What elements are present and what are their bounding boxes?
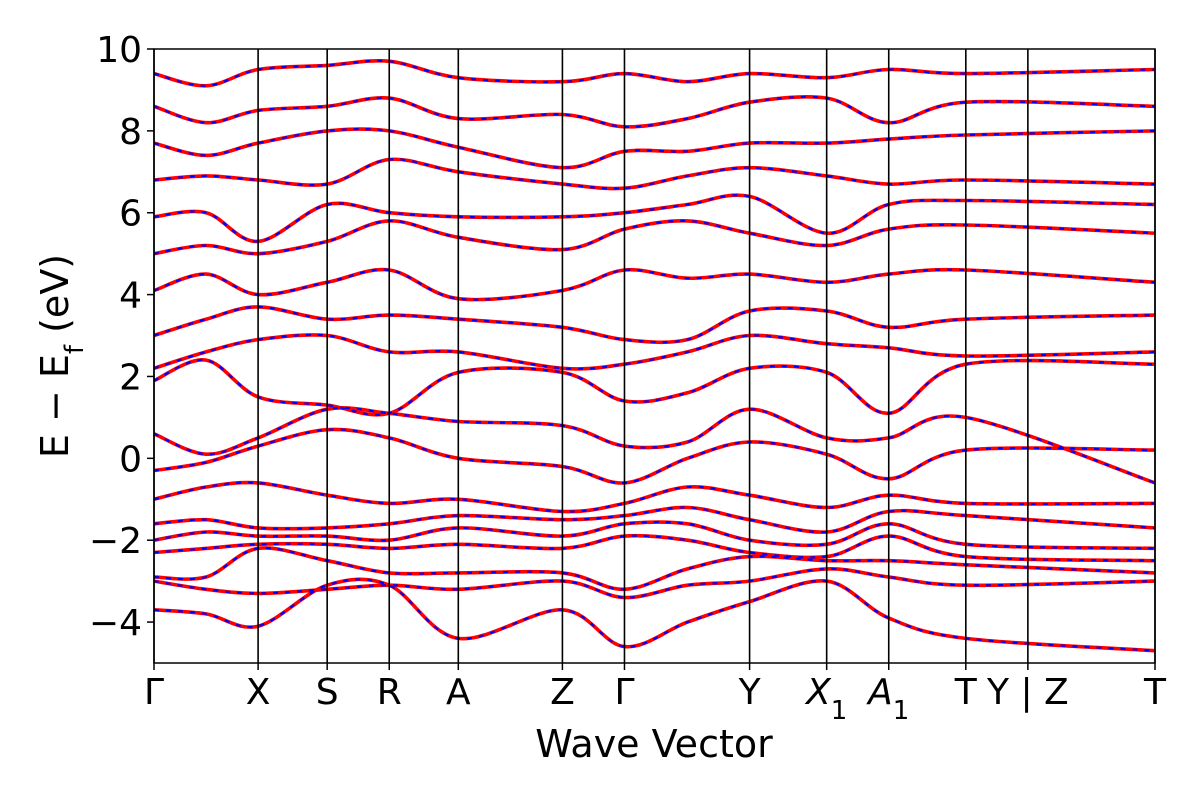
band-line-solid	[154, 193, 1155, 244]
y-tick-label: 6	[119, 194, 142, 235]
band-line-solid	[154, 127, 1155, 170]
x-tick-label-sub: 1	[893, 696, 910, 726]
band-line-solid	[154, 577, 1155, 653]
y-tick-label: −2	[89, 521, 142, 562]
plot-frame	[153, 48, 1156, 664]
band-line-dashed	[154, 268, 1155, 301]
band-line-solid	[154, 505, 1155, 534]
x-tick-label: Γ	[614, 672, 634, 713]
band-line-dashed	[154, 95, 1155, 128]
band-line-dashed	[154, 406, 1155, 484]
band-line-solid	[154, 480, 1155, 514]
x-tick-label: Y	[738, 672, 762, 713]
x-tick-label-sub: 1	[831, 696, 848, 726]
x-tick-label: Z	[550, 672, 575, 713]
x-tick-label-main: Y | Z	[986, 672, 1069, 713]
x-tick-label-main: T	[1143, 672, 1167, 713]
y-tick-label: −4	[89, 603, 142, 644]
band-line-solid	[154, 267, 1155, 302]
x-tick-label-main: Z	[550, 672, 575, 713]
y-tick-label: 10	[96, 30, 142, 71]
y-tick-label: 8	[119, 112, 142, 153]
x-tick-label: A1	[866, 672, 909, 726]
y-axis-label-main: E − E	[33, 354, 77, 458]
band-line-dashed	[154, 546, 1155, 591]
y-tick-label: 4	[119, 276, 142, 317]
band-line-dashed	[154, 127, 1155, 169]
x-tick-label-main: X	[804, 672, 832, 713]
y-axis-label: E − Ef (eV)	[33, 254, 90, 458]
y-axis: 10 8 6 4 2 0 −2 −4	[89, 30, 154, 644]
x-tick-label: Γ	[144, 672, 164, 713]
band-line-dashed	[154, 305, 1155, 344]
x-tick-label-main: A	[446, 672, 471, 713]
x-axis-label: Wave Vector	[535, 722, 773, 766]
band-line-solid	[154, 333, 1155, 371]
x-tick-label-main: X	[246, 672, 271, 713]
x-tick-label: T	[954, 672, 978, 713]
band-line-dashed	[154, 333, 1155, 370]
bands-layer	[154, 59, 1155, 653]
x-tick-label: A	[446, 672, 471, 713]
band-line-dashed	[154, 567, 1155, 599]
x-tick-label: S	[316, 672, 339, 713]
x-tick-label-main: Γ	[144, 672, 164, 713]
band-line-dashed	[154, 506, 1155, 534]
y-tick-label: 0	[119, 439, 142, 480]
x-tick-label: T	[1143, 672, 1167, 713]
band-line-dashed	[154, 358, 1155, 416]
x-tick-label: R	[377, 672, 402, 713]
y-axis-label-unit: (eV)	[33, 254, 77, 345]
x-tick-label-main: Y	[738, 672, 762, 713]
kpoint-lines-layer	[153, 49, 1156, 663]
x-tick-label: Y | Z	[986, 672, 1069, 713]
x-tick-label-main: S	[316, 672, 339, 713]
band-line-solid	[154, 520, 1155, 551]
x-tick-label: X	[246, 672, 271, 713]
y-tick-label: 2	[119, 357, 142, 398]
band-line-dashed	[154, 481, 1155, 513]
band-line-solid	[154, 59, 1155, 88]
x-tick-label-main: T	[954, 672, 978, 713]
band-line-dashed	[154, 534, 1155, 562]
band-line-dashed	[154, 59, 1155, 87]
band-line-solid	[154, 358, 1155, 417]
x-tick-label: X1	[804, 672, 847, 726]
band-line-dashed	[154, 194, 1155, 243]
y-axis-label-sub: f	[60, 344, 90, 354]
band-line-dashed	[154, 158, 1155, 190]
band-line-solid	[154, 427, 1155, 485]
band-line-solid	[154, 219, 1155, 256]
x-tick-label-main: R	[377, 672, 402, 713]
band-line-dashed	[154, 428, 1155, 485]
x-tick-label-main: A	[866, 672, 893, 713]
band-line-solid	[154, 95, 1155, 129]
x-tick-label-main: Γ	[614, 672, 634, 713]
